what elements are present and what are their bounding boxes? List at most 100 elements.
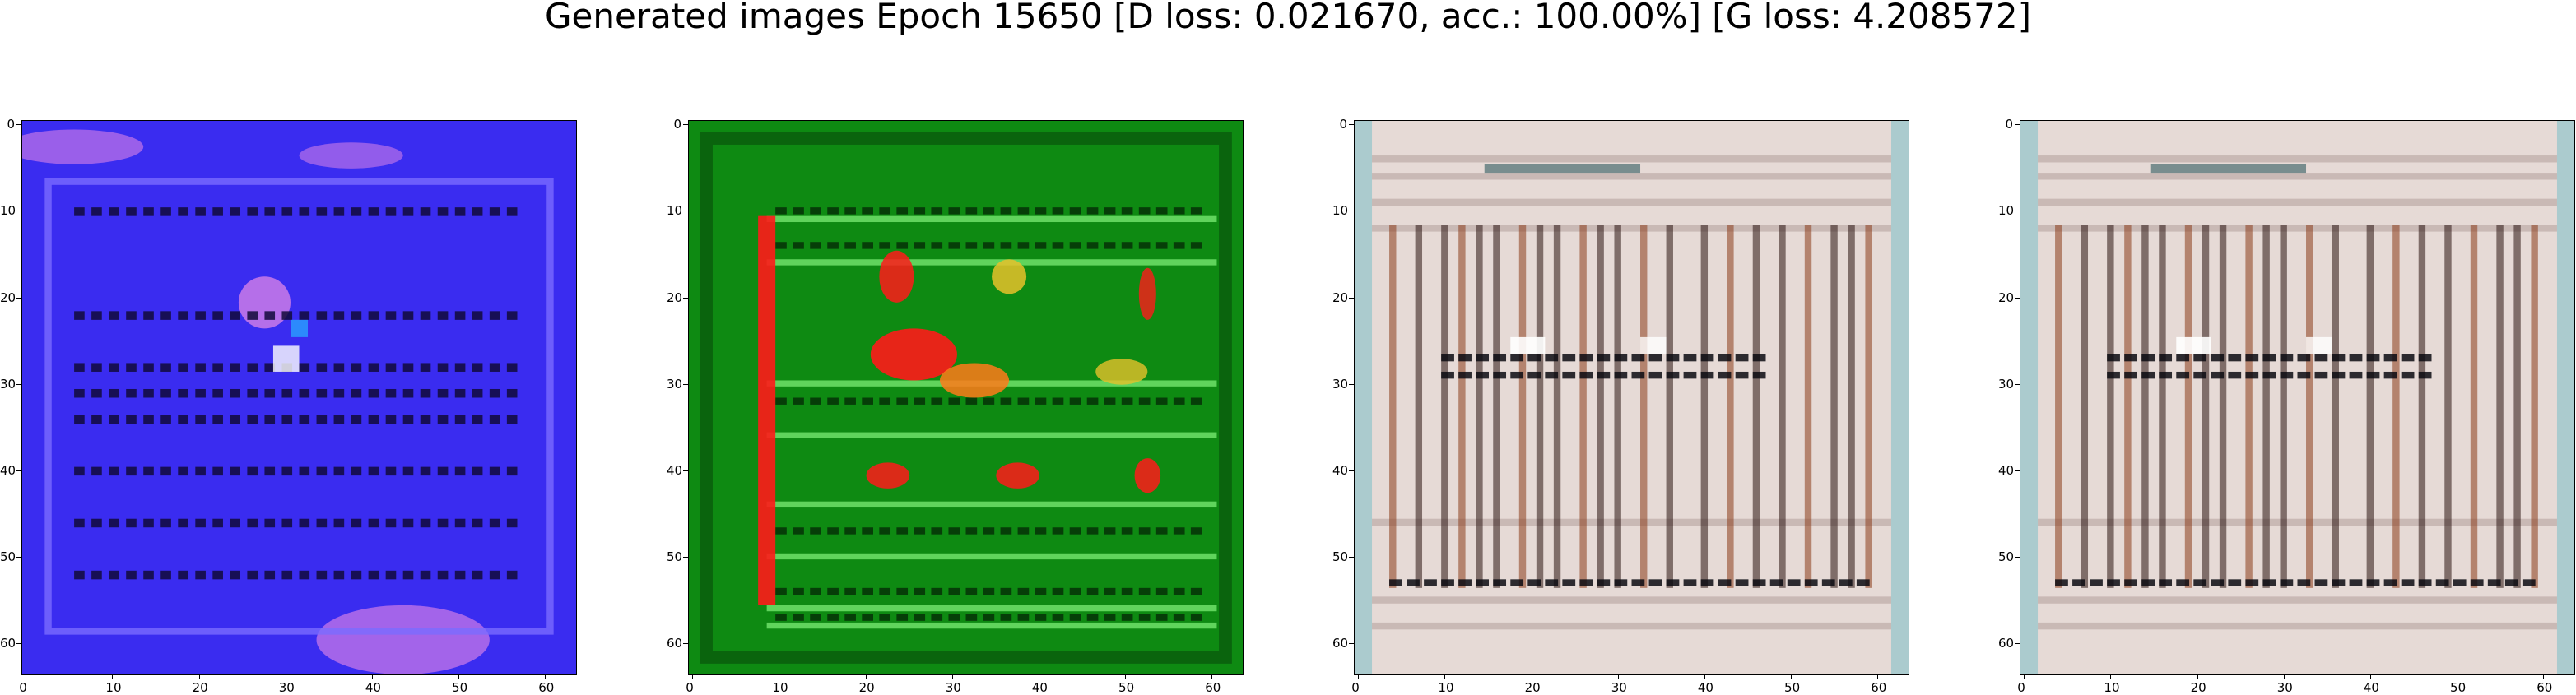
generated-image-1-panel: 0 10 20 30 40 50 60 0 10 20 30 40 50 60 [21, 120, 577, 675]
image-frame [21, 120, 577, 675]
y-tick-label: 30 [1332, 377, 1347, 392]
x-tick-label: 30 [2277, 680, 2293, 695]
x-tick-mark [1877, 674, 1878, 679]
y-tick-mark [2015, 557, 2020, 558]
x-tick-mark [1618, 674, 1619, 679]
y-tick-label: 30 [1998, 377, 2013, 392]
x-tick-mark [458, 674, 459, 679]
y-tick-mark [16, 384, 21, 385]
generated-image-3-panel: 0 10 20 30 40 50 60 0 10 20 30 40 50 60 [1354, 120, 1909, 675]
x-tick-label: 40 [2364, 680, 2379, 695]
y-tick-label: 40 [1998, 463, 2013, 478]
x-tick-label: 10 [2104, 680, 2119, 695]
x-tick-label: 40 [1032, 680, 1048, 695]
y-tick-mark [1349, 470, 1354, 471]
y-tick-mark [2015, 470, 2020, 471]
generated-image-1 [22, 121, 576, 674]
y-tick-mark [16, 643, 21, 644]
generated-image-2-panel: 0 10 20 30 40 50 60 0 10 20 30 40 50 60 [688, 120, 1244, 675]
image-frame [1354, 120, 1909, 675]
y-tick-label: 30 [0, 377, 15, 392]
x-tick-label: 20 [859, 680, 875, 695]
y-tick-mark [2015, 298, 2020, 299]
x-tick-mark [1791, 674, 1792, 679]
generated-image-3 [1355, 121, 1909, 674]
x-tick-mark [2110, 674, 2111, 679]
y-tick-mark [2015, 384, 2020, 385]
x-tick-mark [1704, 674, 1705, 679]
x-tick-label: 0 [686, 680, 694, 695]
y-tick-label: 0 [1332, 117, 1347, 132]
y-tick-label: 0 [0, 117, 15, 132]
x-tick-label: 10 [1438, 680, 1453, 695]
x-tick-mark [112, 674, 113, 679]
x-tick-label: 40 [1698, 680, 1713, 695]
y-tick-mark [1349, 557, 1354, 558]
y-tick-mark [16, 470, 21, 471]
y-tick-mark [16, 298, 21, 299]
x-tick-mark [1358, 674, 1359, 679]
y-tick-label: 60 [667, 636, 681, 651]
x-tick-label: 30 [946, 680, 961, 695]
y-tick-label: 60 [1998, 636, 2013, 651]
y-tick-mark [683, 124, 688, 125]
x-tick-mark [2370, 674, 2371, 679]
x-tick-label: 50 [2450, 680, 2466, 695]
y-tick-mark [1349, 643, 1354, 644]
x-tick-label: 20 [2191, 680, 2206, 695]
y-tick-mark [1349, 298, 1354, 299]
y-tick-label: 20 [1332, 290, 1347, 305]
y-tick-label: 10 [667, 203, 681, 218]
y-tick-label: 0 [1998, 117, 2013, 132]
x-tick-label: 60 [2536, 680, 2552, 695]
generated-image-4-panel: 0 10 20 30 40 50 60 0 10 20 30 40 50 60 [2020, 120, 2575, 675]
y-tick-label: 20 [0, 290, 15, 305]
image-frame [688, 120, 1244, 675]
x-tick-label: 60 [1205, 680, 1221, 695]
y-tick-mark [683, 384, 688, 385]
x-tick-mark [2284, 674, 2285, 679]
y-tick-label: 60 [1332, 636, 1347, 651]
y-tick-mark [16, 124, 21, 125]
x-tick-mark [2543, 674, 2544, 679]
y-tick-label: 50 [667, 549, 681, 564]
x-tick-label: 50 [452, 680, 467, 695]
x-tick-label: 10 [105, 680, 121, 695]
y-tick-label: 50 [1998, 549, 2013, 564]
x-tick-mark [952, 674, 953, 679]
image-frame [2020, 120, 2575, 675]
x-tick-mark [372, 674, 373, 679]
x-tick-mark [1444, 674, 1445, 679]
x-tick-mark [545, 674, 546, 679]
x-tick-mark [1211, 674, 1212, 679]
figure-title: Generated images Epoch 15650 [D loss: 0.… [0, 0, 2576, 49]
y-tick-label: 10 [1998, 203, 2013, 218]
y-tick-label: 40 [0, 463, 15, 478]
y-tick-label: 20 [1998, 290, 2013, 305]
x-tick-label: 10 [772, 680, 788, 695]
y-tick-mark [683, 643, 688, 644]
y-tick-label: 10 [0, 203, 15, 218]
x-tick-label: 30 [1611, 680, 1627, 695]
y-tick-label: 20 [667, 290, 681, 305]
y-tick-mark [2015, 124, 2020, 125]
y-tick-mark [1349, 124, 1354, 125]
x-tick-mark [2024, 674, 2025, 679]
y-tick-label: 40 [667, 463, 681, 478]
y-tick-mark [16, 557, 21, 558]
x-tick-label: 0 [2017, 680, 2025, 695]
x-tick-label: 0 [1351, 680, 1360, 695]
x-tick-label: 0 [19, 680, 27, 695]
y-tick-label: 30 [667, 377, 681, 392]
x-tick-label: 50 [1784, 680, 1800, 695]
y-tick-label: 10 [1332, 203, 1347, 218]
generated-image-2 [689, 121, 1243, 674]
x-tick-label: 20 [193, 680, 208, 695]
y-tick-label: 0 [667, 117, 681, 132]
x-tick-label: 30 [279, 680, 295, 695]
y-tick-label: 60 [0, 636, 15, 651]
y-tick-label: 50 [1332, 549, 1347, 564]
x-tick-mark [692, 674, 693, 679]
y-tick-mark [1349, 384, 1354, 385]
x-tick-label: 60 [1871, 680, 1886, 695]
